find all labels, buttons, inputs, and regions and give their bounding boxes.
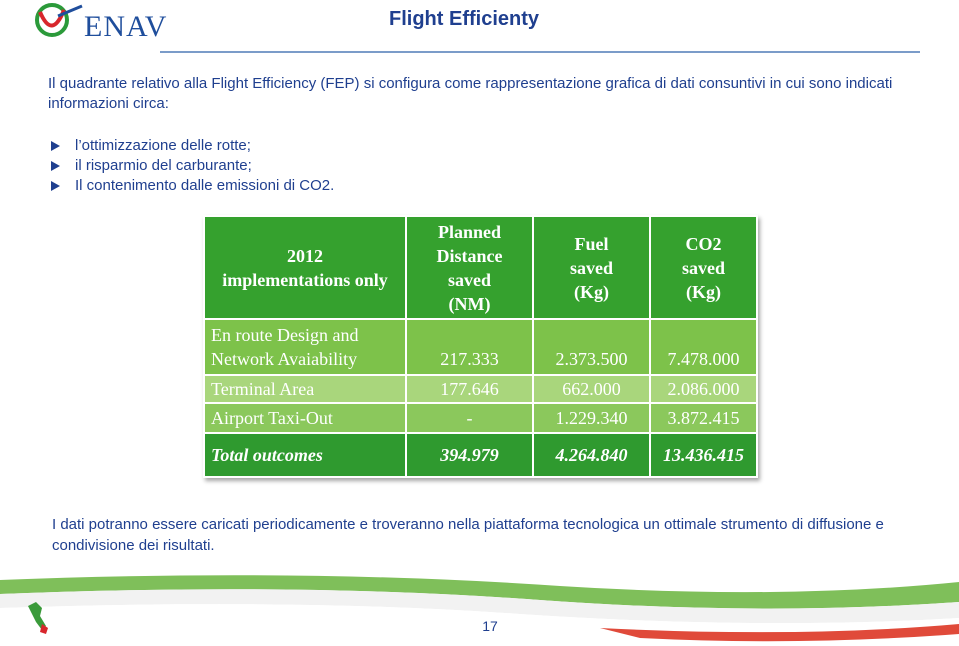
table-cell: Terminal Area <box>203 374 407 404</box>
table-cell: Total outcomes <box>203 432 407 478</box>
table-cell: 3.872.415 <box>649 402 758 434</box>
table-cell: Airport Taxi-Out <box>203 402 407 434</box>
header-rule <box>160 51 920 53</box>
table-row: En route Design and Network Avaiability 2… <box>203 318 758 376</box>
table-cell: 662.000 <box>532 374 651 404</box>
bullet-item: l’ottimizzazione delle rotte; <box>48 136 334 156</box>
bullet-item: il risparmio del carburante; <box>48 156 334 176</box>
table-cell: 2.086.000 <box>649 374 758 404</box>
slide-title: Flight Efficienty <box>389 8 539 30</box>
bullet-item: Il contenimento dalle emissioni di CO2. <box>48 176 334 196</box>
table-cell: 4.264.840 <box>532 432 651 478</box>
table-cell: 13.436.415 <box>649 432 758 478</box>
table-row: Airport Taxi-Out -1.229.340 3.872.415 <box>203 402 758 434</box>
table-cell: 7.478.000 <box>649 318 758 376</box>
table-cell: En route Design and Network Avaiability <box>203 318 407 376</box>
table-cell: 394.979 <box>405 432 534 478</box>
table-cell: 1.229.340 <box>532 402 651 434</box>
table-cell: Fuel saved (Kg) <box>532 215 651 320</box>
footer-text: I dati potranno essere caricati periodic… <box>52 516 884 554</box>
intro-text: Il quadrante relativo alla Flight Effici… <box>48 75 893 112</box>
table-cell: 2.373.500 <box>532 318 651 376</box>
table-cell: 177.646 <box>405 374 534 404</box>
bullet-list: l’ottimizzazione delle rotte; il risparmi… <box>48 136 334 196</box>
table-cell: 2012 implementations only <box>203 215 407 320</box>
table-cell: CO2 saved (Kg) <box>649 215 758 320</box>
page-number: 17 <box>482 618 498 634</box>
table-cell: - <box>405 402 534 434</box>
logo-text: ENAV <box>84 10 168 43</box>
table-row: Total outcomes 394.979 4.264.840 13.436.415 <box>203 432 758 478</box>
table-cell: Planned Distance saved (NM) <box>405 215 534 320</box>
logo-icon <box>35 3 83 37</box>
slide-title-wrap: Flight Efficienty <box>0 8 959 31</box>
table-cell: 217.333 <box>405 318 534 376</box>
table-row: Terminal Area 177.646 662.000 2.086.000 <box>203 374 758 404</box>
data-table: 2012 implementations only Planned Distanc… <box>203 215 758 478</box>
flag-swoosh <box>0 575 959 646</box>
table-row: 2012 implementations only Planned Distanc… <box>203 215 758 320</box>
